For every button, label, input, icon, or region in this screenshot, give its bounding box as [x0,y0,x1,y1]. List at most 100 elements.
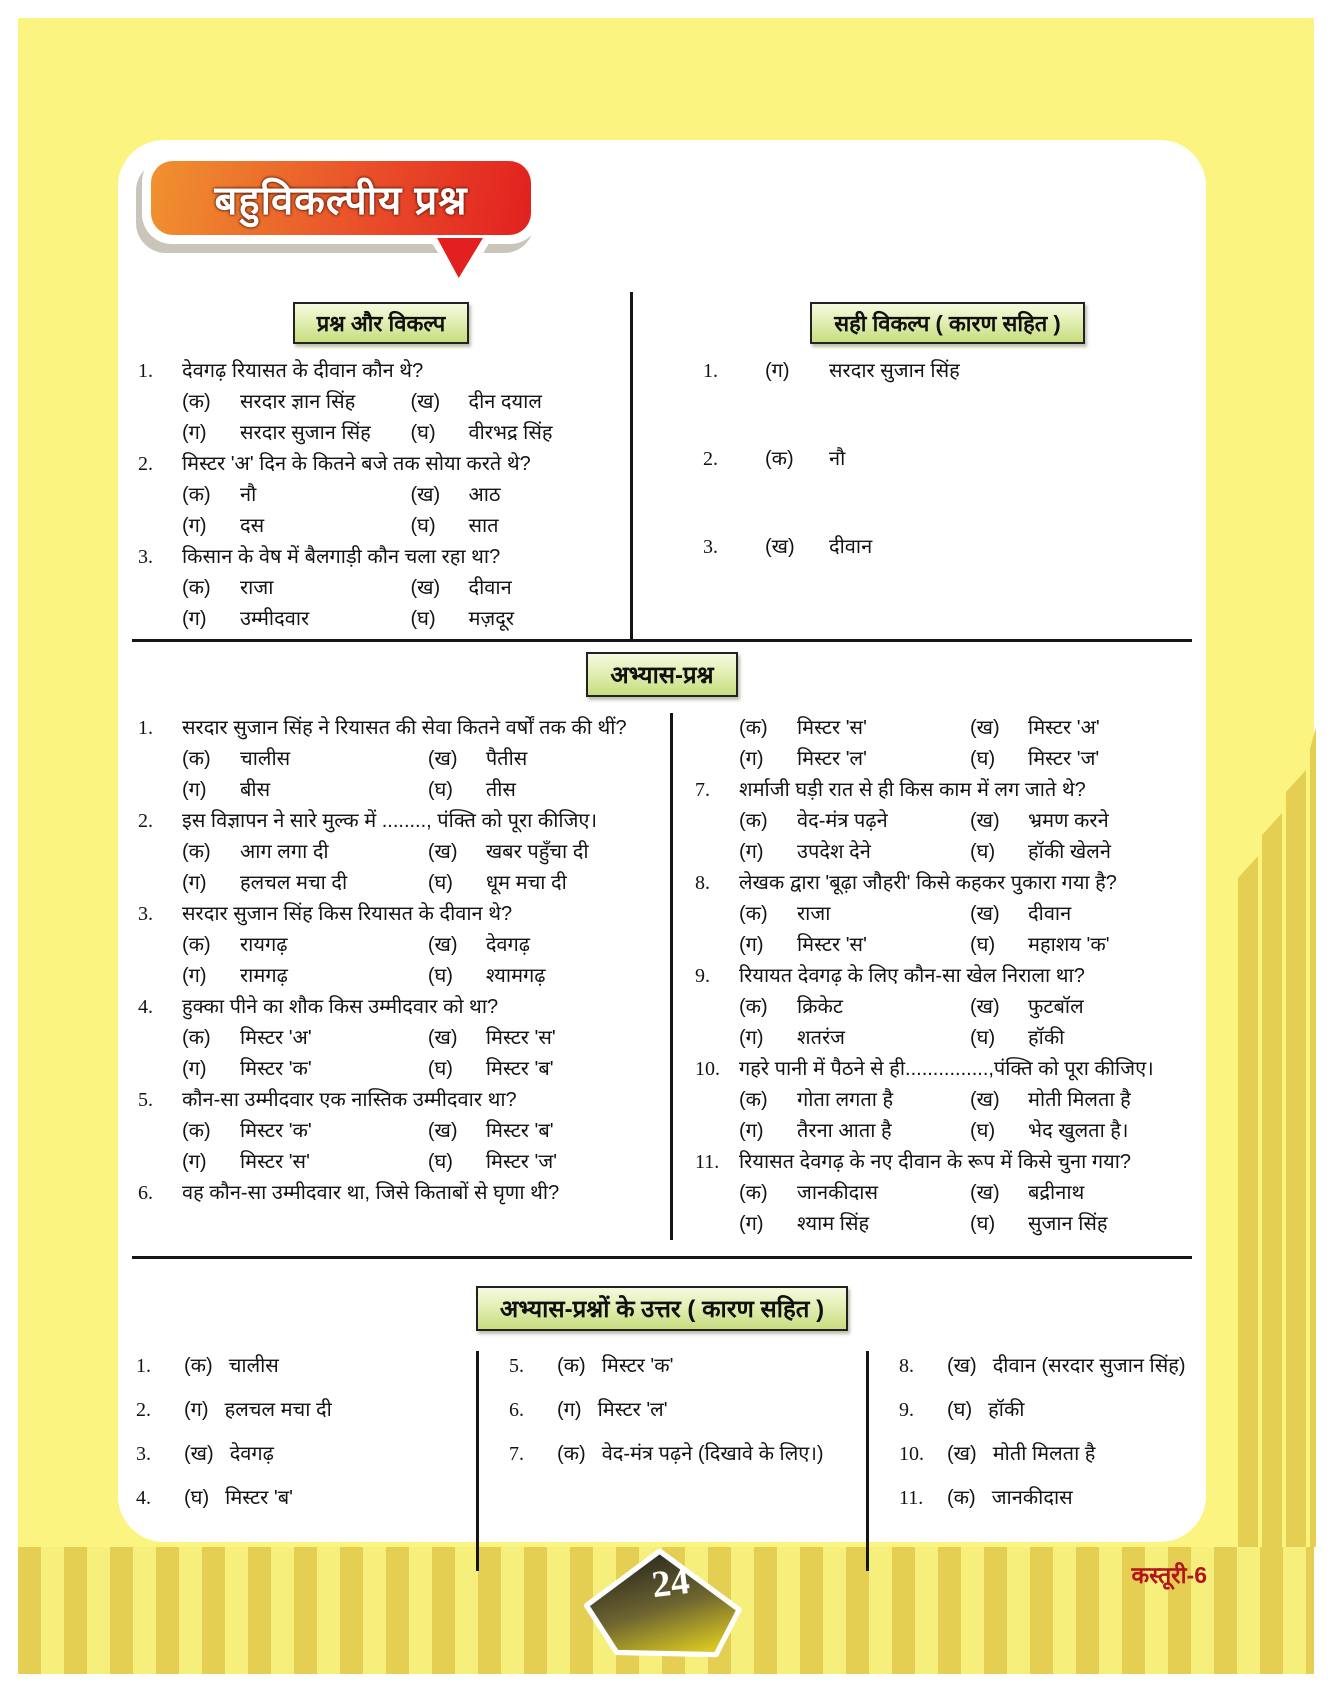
decorative-stripe [1286,770,1306,1547]
option-text: बीस [240,779,271,801]
option: (ख) मोती मिलता है [970,1085,1192,1116]
option-label: (ख) [970,810,1000,832]
option-text: वीरभद्र सिंह [468,422,553,444]
option-text: मिस्टर 'ज' [485,1151,558,1173]
answer-text: मिस्टर 'क' [601,1355,674,1377]
question: 5. कौन-सा उम्मीदवार एक नास्तिक उम्मीदवार … [132,1085,664,1178]
option: (ग) उपदेश देने [739,837,970,868]
option-label: (ग) [182,422,207,444]
option-text: मिस्टर 'ब' [485,1120,554,1142]
option-text: हलचल मचा दी [240,872,348,894]
option: (क) वेद-मंत्र पढ़ने [739,806,970,837]
answer-label: (ग) [765,360,790,382]
practice-questions-left-column: 1. सरदार सुजान सिंह ने रियासत की सेवा कित… [132,713,670,1240]
answer-label: (क) [184,1355,213,1377]
answer-text: वेद-मंत्र पढ़ने (दिखावे के लिए।) [601,1443,824,1465]
option-label: (क) [182,934,211,956]
answer-number: 2. [136,1399,151,1421]
answers-column-3: 8. (ख) दीवान (सरदार सुजान सिंह) 9. (घ) हॉकी 10… [866,1351,1192,1571]
option-label: (ग) [739,1120,764,1142]
option-text: तीस [485,779,516,801]
option-label: (क) [182,577,211,599]
question-text: रियासत देवगढ़ के नए दीवान के रूप में किस… [739,1151,1132,1173]
option: (क) राजा [739,899,970,930]
option: (ख) दीन दयाल [410,387,630,418]
option-label: (घ) [427,1151,453,1173]
option-label: (ग) [182,1058,207,1080]
question: 3. किसान के वेष में बैलगाड़ी कौन चला रहा … [132,542,630,635]
option-text: उपदेश देने [797,841,871,863]
option-label: (ख) [427,748,458,770]
option: (घ) तीस [428,775,664,806]
option-label: (ख) [970,903,1000,925]
section-header: अभ्यास-प्रश्न [586,652,738,697]
option-text: वेद-मंत्र पढ़ने [797,810,888,832]
option: (क) आग लगा दी [182,837,428,868]
option-text: बद्रीनाथ [1028,1182,1085,1204]
answer-label: (ख) [947,1355,977,1377]
answer-label: (ग) [557,1399,582,1421]
option-text: सरदार ज्ञान सिंह [240,391,356,413]
question-text: गहरे पानी में पैठने से ही...............… [739,1058,1154,1080]
question-number: 8. [695,872,710,894]
option: (क) राजा [182,573,410,604]
option-label: (क) [182,391,211,413]
option-label: (ख) [410,391,441,413]
option-label: (ग) [182,872,207,894]
questions-column: प्रश्न और विकल्प 1. देवगढ़ रियासत के दीवा… [132,292,630,639]
question: 11. रियासत देवगढ़ के नए दीवान के रूप में … [689,1147,1192,1240]
option: (क) मिस्टर 'क' [182,1116,428,1147]
question-number: 3. [138,546,153,568]
answer-label: (घ) [947,1399,973,1421]
section-header: सही विकल्प ( कारण सहित ) [810,302,1085,344]
option-text: नौ [240,484,257,506]
option-text: खबर पहुँचा दी [485,841,589,863]
answer: 8. (ख) दीवान (सरदार सुजान सिंह) [895,1351,1192,1381]
question-text: हुक्का पीने का शौक किस उम्मीदवार को था? [182,996,499,1018]
correct-options-column: सही विकल्प ( कारण सहित ) 1. (ग) सरदार सुजा… [630,292,1192,639]
answer-number: 10. [899,1443,924,1465]
answer-text: नौ [829,448,846,470]
option-text: सरदार सुजान सिंह [240,422,371,444]
option-label: (क) [739,1089,768,1111]
option-label: (क) [739,717,768,739]
option-label: (क) [182,748,211,770]
answer-text: दीवान [829,536,873,558]
answer-text: जानकीदास [991,1487,1073,1509]
option: (ग) मिस्टर 'स' [182,1147,428,1178]
option-label: (घ) [427,1058,453,1080]
option: (ख) दीवान [970,899,1192,930]
option-text: दीवान [468,577,512,599]
answer-number: 5. [509,1355,524,1377]
option-label: (घ) [970,1027,996,1049]
option-text: मोती मिलता है [1028,1089,1131,1111]
option-text: मिस्टर 'ज' [1028,748,1100,770]
option: (क) नौ [182,480,410,511]
option: (ख) भ्रमण करने [970,806,1192,837]
question: 8. लेखक द्वारा 'बूढ़ा जौहरी' किसे कहकर पु… [689,868,1192,961]
option: (घ) हॉकी खेलने [970,837,1192,868]
option: (ग) मिस्टर 'स' [739,930,970,961]
option: (घ) सुजान सिंह [970,1209,1192,1240]
option: (क) गोता लगता है [739,1085,970,1116]
option: (ख) पैतीस [428,744,664,775]
option: (घ) सात [410,511,630,542]
option-label: (ख) [427,1027,458,1049]
option-text: उम्मीदवार [240,608,310,630]
question: 9. रियायत देवगढ़ के लिए कौन-सा खेल निराला… [689,961,1192,1054]
option: (क) मिस्टर 'अ' [182,1023,428,1054]
option-text: महाशय 'क' [1028,934,1110,956]
option: (क) चालीस [182,744,428,775]
answer-text: मिस्टर 'ब' [225,1487,293,1509]
option: (ख) मिस्टर 'स' [428,1023,664,1054]
section-header: अभ्यास-प्रश्नों के उत्तर ( कारण सहित ) [475,1286,849,1331]
option-label: (घ) [970,934,996,956]
question: 10. गहरे पानी में पैठने से ही............… [689,1054,1192,1147]
option-text: जानकीदास [797,1182,878,1204]
answer-text: सरदार सुजान सिंह [829,360,960,382]
question-text: सरदार सुजान सिंह किस रियासत के दीवान थे? [182,903,513,925]
answer-number: 9. [899,1399,914,1421]
answer-label: (ग) [184,1399,209,1421]
option: (घ) मिस्टर 'ज' [428,1147,664,1178]
question-number: 9. [695,965,710,987]
